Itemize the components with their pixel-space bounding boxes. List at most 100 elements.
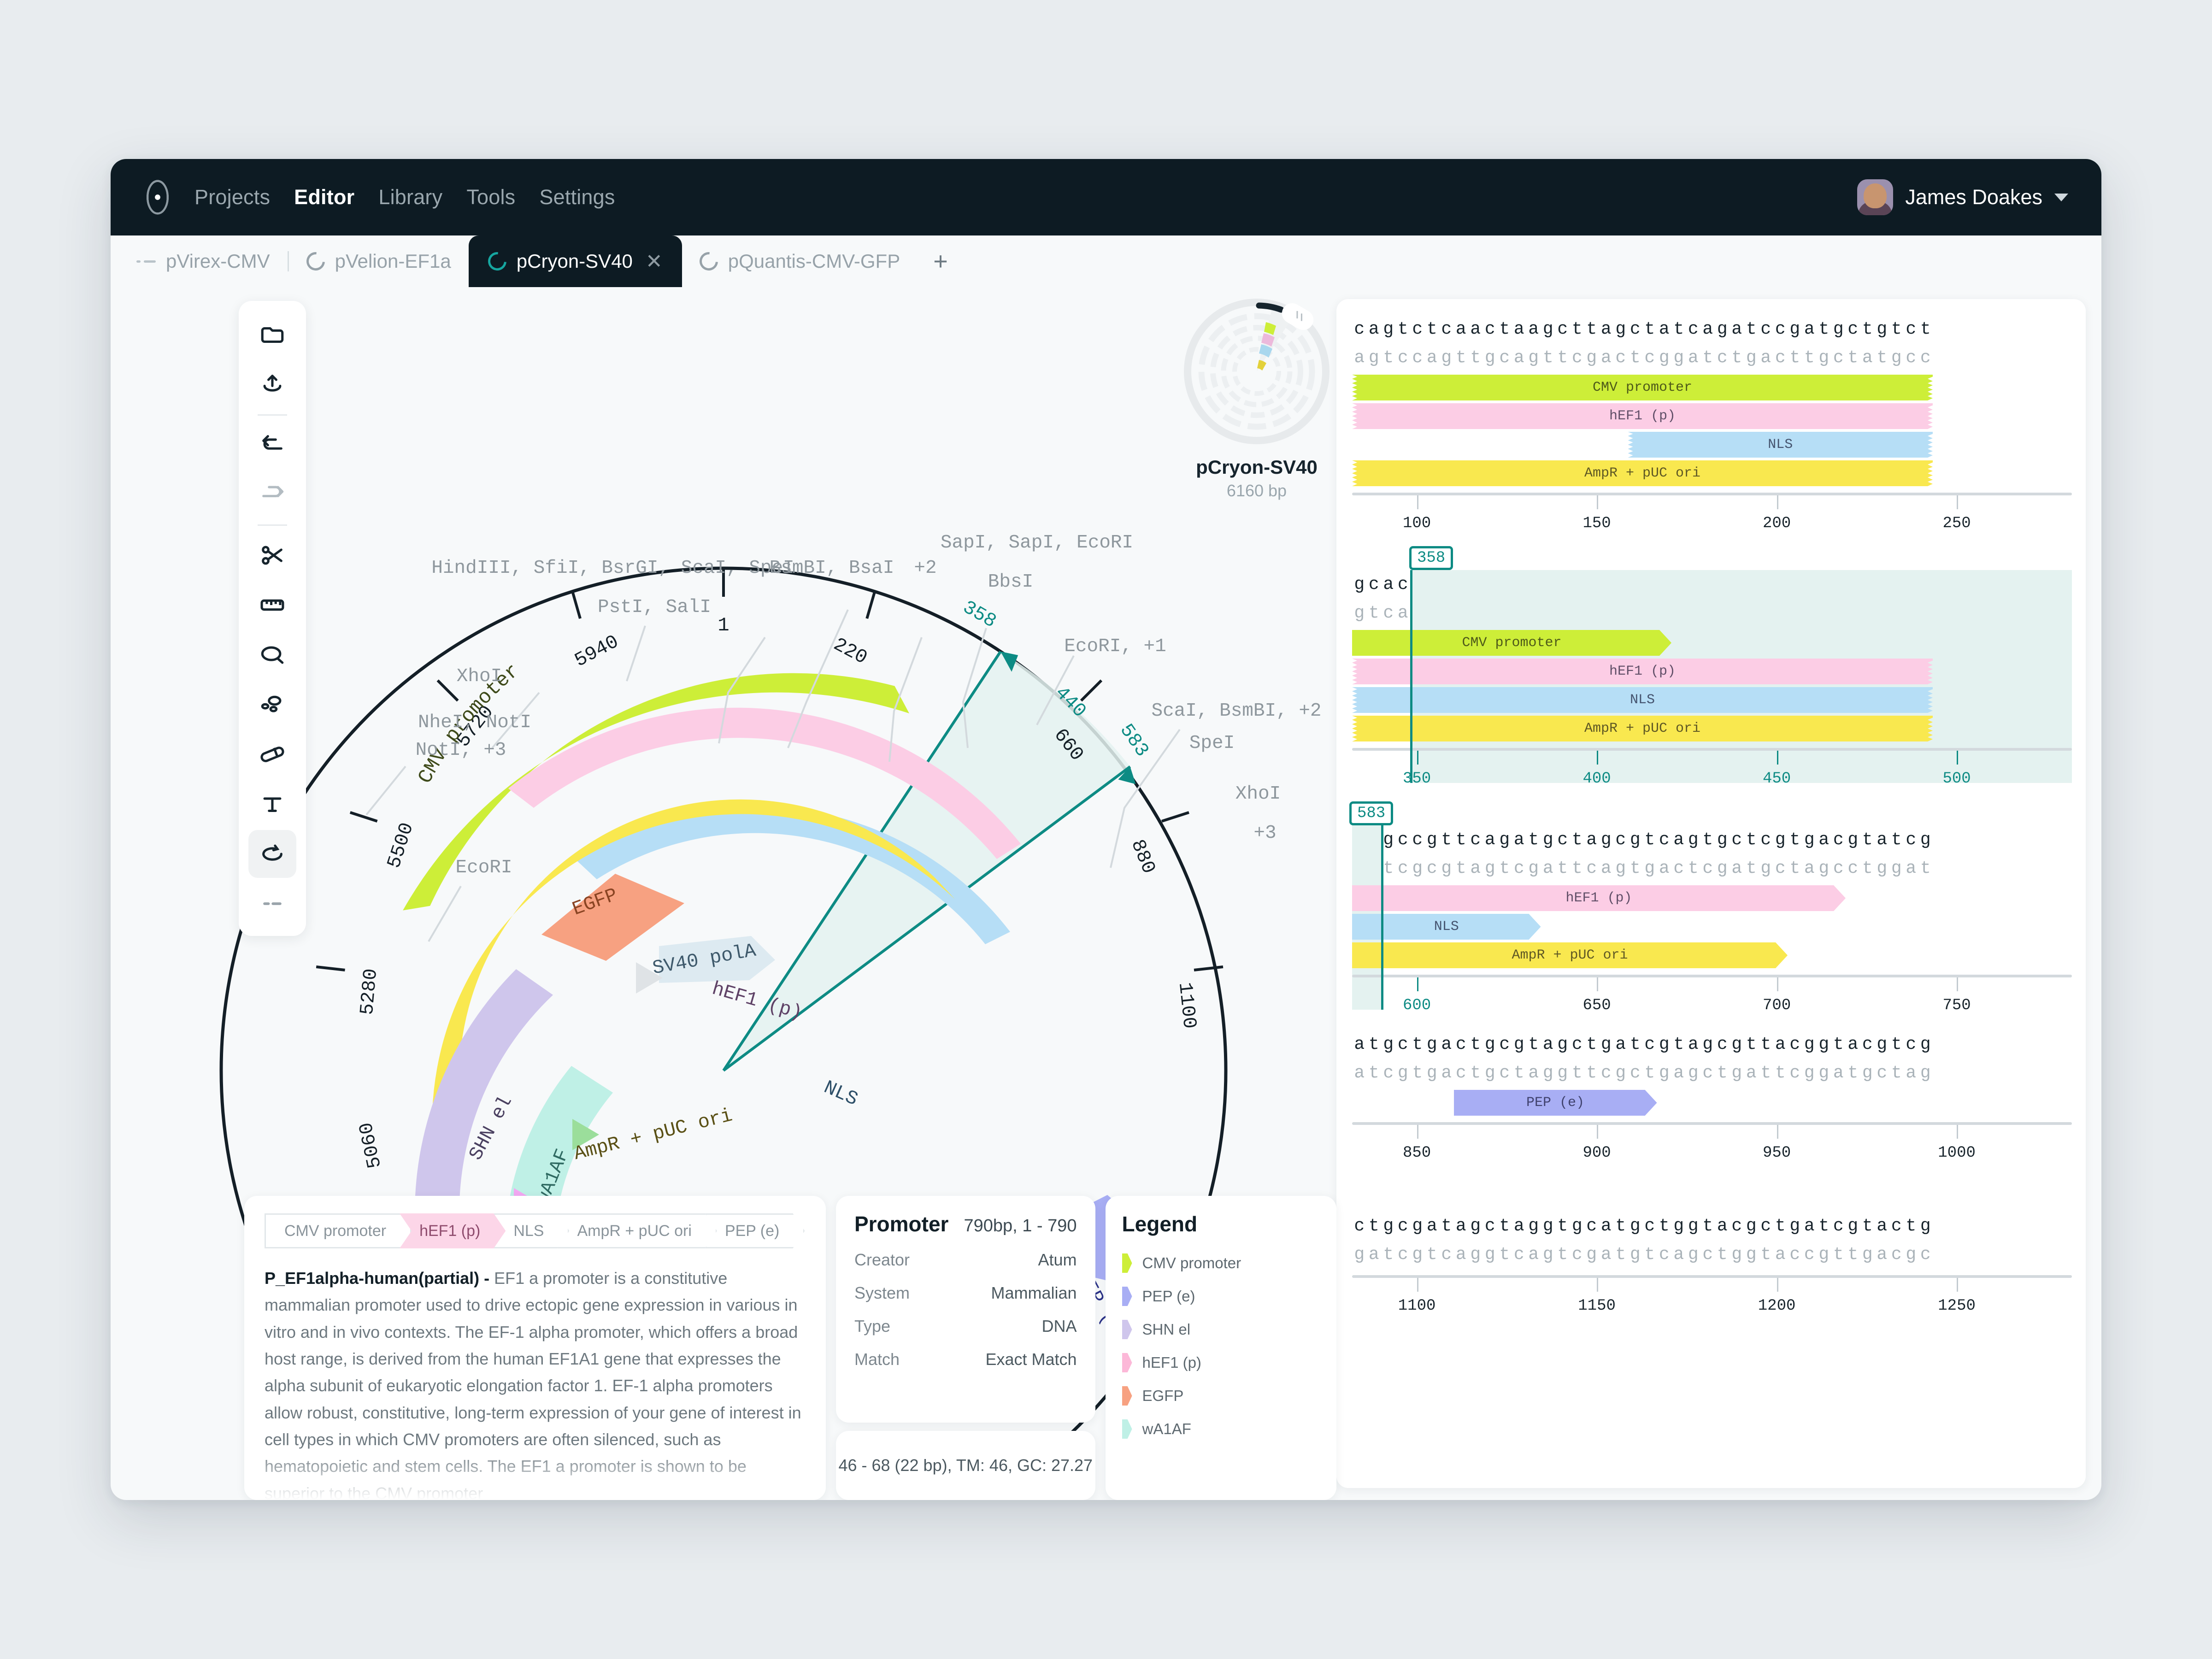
user-menu[interactable]: James Doakes <box>1857 179 2068 215</box>
nav-link-projects[interactable]: Projects <box>194 185 271 209</box>
add-tab-button[interactable]: + <box>933 247 948 275</box>
base: g <box>1630 1244 1641 1265</box>
sequence-feature-nls[interactable]: NLS <box>1352 687 1933 713</box>
sequence-feature-pep-e[interactable]: PEP (e) <box>1454 1090 1657 1116</box>
sequence-feature-hef1-p[interactable]: hEF1 (p) <box>1352 659 1933 684</box>
axis-tick <box>1417 751 1418 765</box>
tab-pcryon-sv40[interactable]: pCryon-SV40 ✕ <box>468 235 682 287</box>
search-icon[interactable] <box>248 631 296 679</box>
circular-view-icon[interactable] <box>248 830 296 878</box>
sequence-feature-ampr-puc-ori[interactable]: AmpR + pUC ori <box>1352 942 1788 968</box>
legend-item-wa1af[interactable]: wA1AF <box>1122 1412 1320 1446</box>
base: g <box>1470 1244 1481 1265</box>
forward-strand[interactable]: tagccgttcagatgctagcgtcagtgctcgtgacgtatcg <box>1352 825 2072 854</box>
capsule-icon[interactable] <box>248 730 296 778</box>
plasmid-minimap[interactable]: pCryon-SV40 6160 bp <box>1181 295 1333 500</box>
base: t <box>1557 347 1568 368</box>
position-axis: 600650700750800 <box>1352 975 2072 1025</box>
axis-line <box>1352 493 2072 495</box>
reverse-strand[interactable]: attcgcgtagtcgattcagtgactcgatgctagcctggat <box>1352 854 2072 882</box>
text-icon[interactable] <box>248 780 296 828</box>
base: g <box>1528 1216 1539 1236</box>
base: g <box>1906 1244 1917 1265</box>
row-key: System <box>854 1283 910 1302</box>
promoter-row-creator: Creator Atum <box>854 1250 1077 1270</box>
tab-pvelion-ef1a[interactable]: pVelion-EF1a <box>289 235 469 287</box>
sequence-feature-nls[interactable]: NLS <box>1352 914 1541 940</box>
nav-link-settings[interactable]: Settings <box>539 185 615 209</box>
sequence-feature-hef1-p[interactable]: hEF1 (p) <box>1352 885 1846 911</box>
circular-plasmid-map[interactable]: 1 220 5940 5720 5500 5280 5060 660 880 1… <box>111 287 1336 1500</box>
sequence-feature-cmv-promoter[interactable]: CMV promoter <box>1352 375 1933 400</box>
feature-chip-nls[interactable]: NLS <box>494 1213 569 1248</box>
legend-item-shn-el[interactable]: SHN el <box>1122 1313 1320 1346</box>
folder-icon[interactable] <box>248 311 296 359</box>
tab-pvirex-cmv[interactable]: pVirex-CMV <box>119 235 288 287</box>
feature-chip-cmv-promoter[interactable]: CMV promoter <box>265 1213 412 1248</box>
base: t <box>1586 1034 1597 1054</box>
base: g <box>1542 830 1553 850</box>
nav-link-editor[interactable]: Editor <box>294 185 355 209</box>
nav-link-library[interactable]: Library <box>378 185 443 209</box>
axis-tick <box>1957 977 1959 991</box>
base: g <box>1586 1244 1597 1265</box>
legend-item-cmv-promoter[interactable]: CMV promoter <box>1122 1247 1320 1280</box>
sequence-feature-ampr-puc-ori[interactable]: AmpR + pUC ori <box>1352 716 1933 741</box>
upload-icon[interactable] <box>248 361 296 409</box>
linear-view-icon[interactable] <box>248 880 296 928</box>
base: a <box>1804 858 1815 878</box>
axis-line <box>1352 975 2072 977</box>
axis-tick-label: 250 <box>1942 515 1971 532</box>
base: g <box>1775 830 1786 850</box>
base: t <box>1368 1034 1379 1054</box>
base: g <box>1818 858 1830 878</box>
feature-chip-hef1[interactable]: hEF1 (p) <box>400 1213 506 1248</box>
sequence-feature-cmv-promoter[interactable]: CMV promoter <box>1352 630 1671 656</box>
sequence-feature-hef1-p[interactable]: hEF1 (p) <box>1352 403 1933 429</box>
base: t <box>1717 1244 1728 1265</box>
ruler-icon[interactable] <box>248 581 296 629</box>
base: c <box>1441 319 1452 339</box>
base: a <box>1775 1034 1786 1054</box>
axis-line <box>1352 1275 2072 1278</box>
editor-body: 1 220 5940 5720 5500 5280 5060 660 880 1… <box>111 287 2101 1500</box>
base: a <box>1760 347 1771 368</box>
base: c <box>1702 858 1713 878</box>
nav-link-tools[interactable]: Tools <box>466 185 516 209</box>
base: t <box>1731 347 1742 368</box>
base: c <box>1600 1063 1612 1083</box>
bubbles-icon[interactable] <box>248 681 296 729</box>
feature-chip-ampr-puc-ori[interactable]: AmpR + pUC ori <box>557 1213 717 1248</box>
close-icon[interactable]: ✕ <box>645 250 663 273</box>
selection-start-line <box>1410 570 1412 783</box>
feature-track: AmpR + pUC ori <box>1352 716 2072 741</box>
position-axis: 11001150120012501300 <box>1352 1275 2072 1326</box>
sequence-block[interactable]: gcacgttaagtccgattcgtgacgcttagcgtagtctcag… <box>1352 546 2072 799</box>
tab-pquantis-cmv-gfp[interactable]: pQuantis-CMV-GFP <box>682 235 918 287</box>
base: a <box>1906 1063 1917 1083</box>
legend-item-pep-e[interactable]: PEP (e) <box>1122 1280 1320 1313</box>
promoter-row-type: Type DNA <box>854 1317 1077 1336</box>
sequence-block[interactable]: tagccgttcagatgctagcgtcagtgctcgtgacgtatcg… <box>1349 801 2072 1025</box>
legend-item-egfp[interactable]: EGFP <box>1122 1379 1320 1412</box>
sequence-feature-ampr-puc-ori[interactable]: AmpR + pUC ori <box>1352 460 1933 486</box>
row-value: DNA <box>1041 1317 1077 1335</box>
scissors-icon[interactable] <box>248 531 296 579</box>
feature-chip-pep-e[interactable]: PEP (e) <box>705 1213 805 1248</box>
base: c <box>1557 319 1568 339</box>
sequence-feature-nls[interactable]: NLS <box>1628 432 1933 458</box>
base: g <box>1354 1244 1365 1265</box>
undo-icon[interactable] <box>248 421 296 469</box>
legend-item-hef1[interactable]: hEF1 (p) <box>1122 1346 1320 1379</box>
tab-label: pQuantis-CMV-GFP <box>728 250 900 272</box>
